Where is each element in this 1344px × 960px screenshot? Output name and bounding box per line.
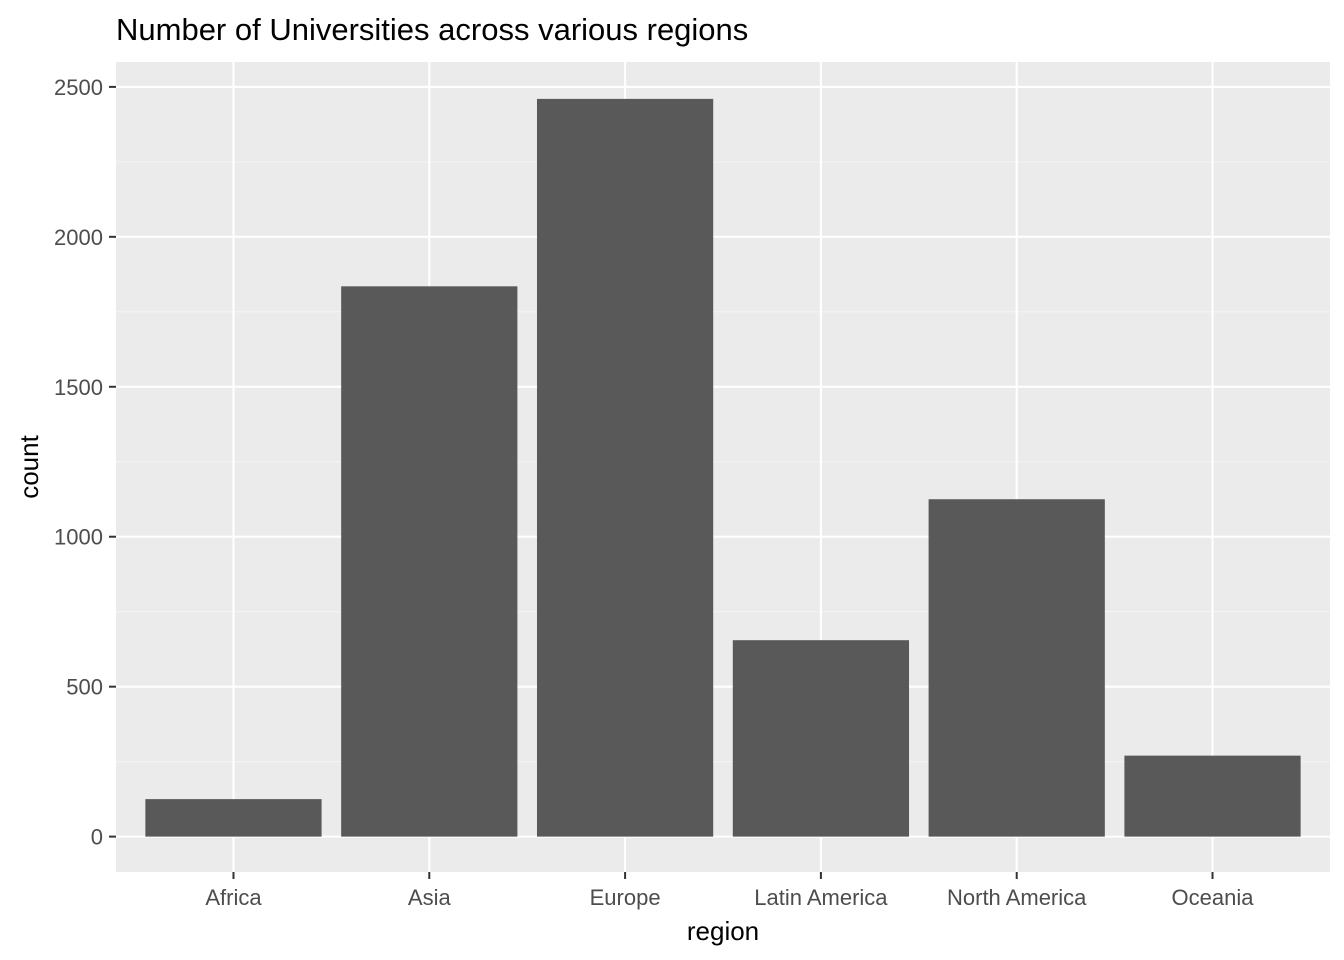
x-tick-label: Latin America (754, 885, 888, 910)
x-tick-label: Africa (205, 885, 262, 910)
y-tick-label: 1500 (54, 375, 103, 400)
x-tick-label: North America (947, 885, 1087, 910)
bar-africa (145, 799, 322, 837)
y-tick-label: 500 (66, 675, 103, 700)
chart-title: Number of Universities across various re… (116, 12, 748, 47)
y-tick-label: 2500 (54, 75, 103, 100)
x-axis: Africa Asia Europe Latin America North Ameri… (205, 872, 1254, 910)
bar-north-america (928, 499, 1105, 837)
x-tick-label: Oceania (1172, 885, 1255, 910)
y-tick-label: 1000 (54, 525, 103, 550)
bar-latin-america (732, 640, 910, 837)
y-tick-label: 0 (91, 825, 103, 850)
y-tick-label: 2000 (54, 225, 103, 250)
bars (145, 98, 1301, 837)
plot-panel (116, 62, 1330, 872)
bar-europe (536, 98, 714, 837)
bar-oceania (1124, 755, 1301, 837)
x-tick-label: Europe (590, 885, 661, 910)
y-axis: 0 500 1000 1500 2000 2500 (54, 75, 116, 850)
bar-asia (341, 286, 518, 837)
x-tick-label: Asia (408, 885, 452, 910)
x-axis-title: region (687, 916, 759, 946)
y-axis-title: count (14, 434, 44, 498)
